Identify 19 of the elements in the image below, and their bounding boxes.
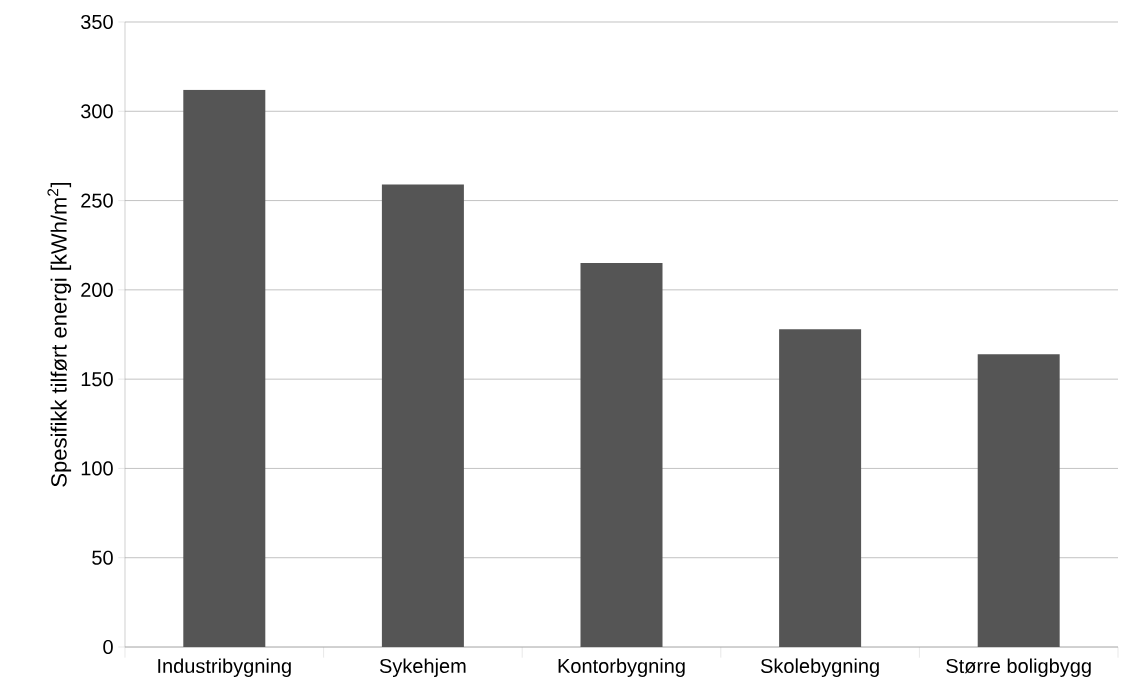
y-tick-label: 100 bbox=[81, 461, 113, 476]
bar bbox=[977, 354, 1060, 647]
bar bbox=[381, 184, 464, 647]
y-tick-label: 150 bbox=[81, 372, 113, 387]
y-tick-label: 50 bbox=[92, 550, 113, 565]
bar bbox=[779, 329, 862, 647]
bar bbox=[580, 263, 663, 647]
y-axis-title: Spesifikk tilført energi [kWh/m$^{2}$] bbox=[47, 182, 72, 487]
x-tick-label: Sykehjem bbox=[379, 658, 466, 678]
x-tick-label: Industribygning bbox=[158, 658, 291, 678]
x-tick-label: Skolebygning bbox=[760, 658, 879, 678]
y-tick-label: 200 bbox=[81, 282, 113, 297]
y-tick-label: 0 bbox=[103, 639, 113, 655]
x-tick-label: Kontorbygning bbox=[558, 658, 685, 678]
y-tick-label: 250 bbox=[81, 193, 113, 208]
y-tick-label: 300 bbox=[81, 104, 113, 119]
x-tick-label: Større boligbygg bbox=[946, 658, 1091, 678]
bar bbox=[183, 89, 266, 647]
y-tick-label: 350 bbox=[81, 14, 113, 30]
